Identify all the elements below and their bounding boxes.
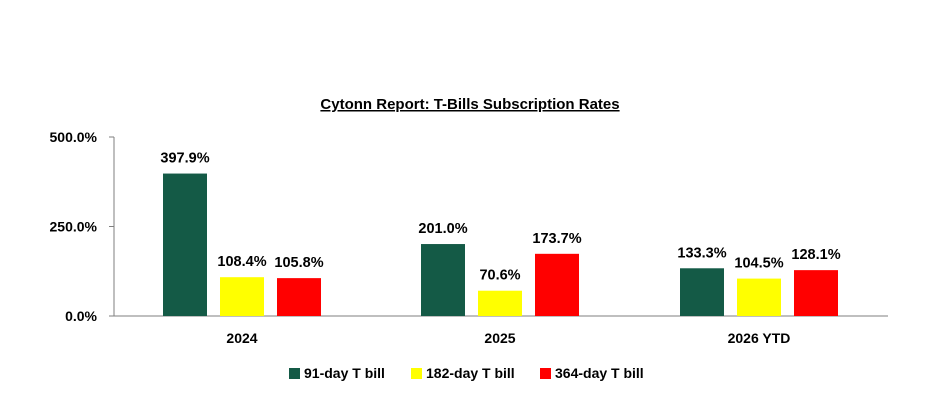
legend-label: 364-day T bill [555,365,644,381]
bar [535,253,579,316]
bars [163,173,838,316]
data-label: 128.1% [791,247,840,263]
data-label: 105.8% [274,255,323,271]
data-label: 108.4% [217,254,266,270]
data-labels: 397.9% 201.0% 133.3% 108.4% 70.6% 104.5% 105.8… [160,151,840,284]
x-tick-label: 2026 YTD [728,330,791,346]
legend-label: 91-day T bill [304,365,385,381]
data-label: 133.3% [677,245,726,261]
bar [794,270,838,316]
bar [478,290,522,316]
legend: 91-day T bill 182-day T bill 364-day T bil… [289,365,644,381]
bar [220,277,264,316]
data-label: 201.0% [418,221,467,237]
legend-swatch [540,368,551,379]
data-label: 70.6% [479,268,520,284]
legend-label: 182-day T bill [426,365,515,381]
bar [163,173,207,316]
y-tick-label: 500.0% [50,129,98,145]
y-tick-label: 250.0% [50,219,98,235]
bar [680,268,724,316]
chart-title: Cytonn Report: T-Bills Subscription Rate… [320,96,619,113]
data-label: 104.5% [734,256,783,272]
x-tick-label: 2024 [226,330,257,346]
bar [421,244,465,316]
data-label: 397.9% [160,151,209,167]
legend-swatch [289,368,300,379]
x-tick-label: 2025 [484,330,515,346]
bar [277,278,321,316]
bar [737,278,781,316]
data-label: 173.7% [532,231,581,247]
legend-swatch [411,368,422,379]
y-tick-label: 0.0% [65,308,97,324]
